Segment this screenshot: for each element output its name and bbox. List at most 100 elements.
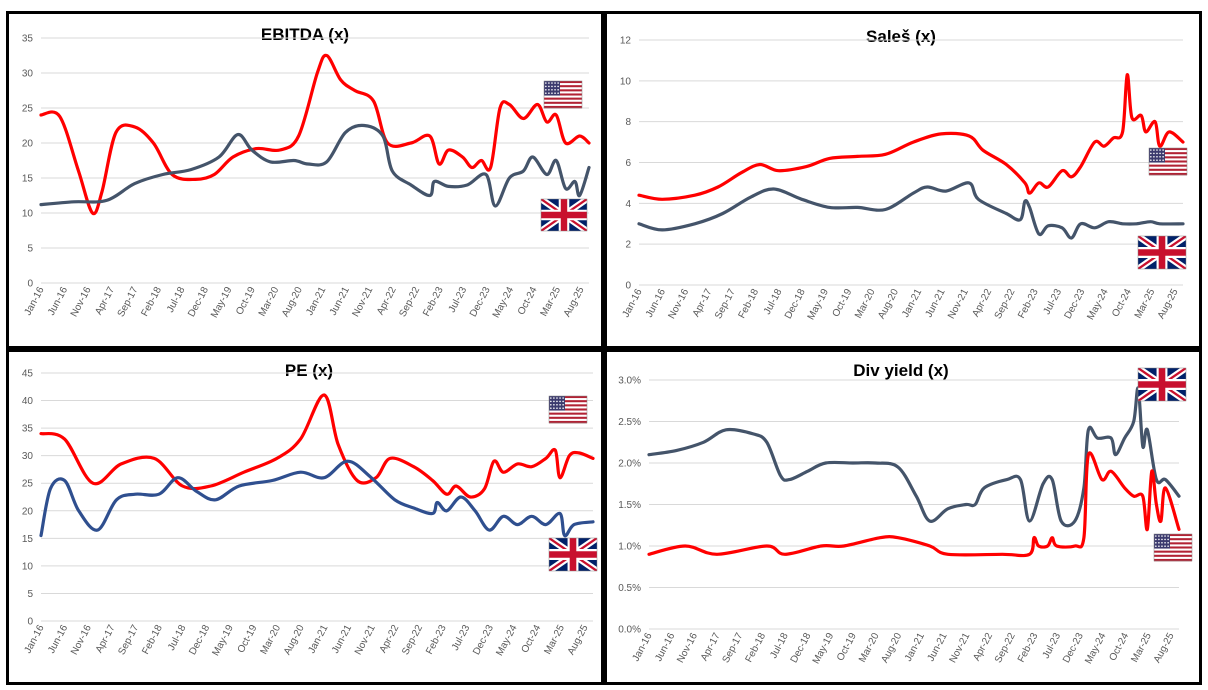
flag-stripe [1154,548,1192,551]
x-tick-label: Jul-23 [1042,287,1065,317]
flag-star [1156,152,1158,155]
flag-star [1161,541,1163,544]
x-tick-label: Dec-18 [789,631,814,665]
x-tick-label: Jul-18 [762,287,785,317]
x-tick-label: Nov-16 [69,623,94,657]
flag-stripe [544,91,582,94]
div-yield-chart-panel: Div yield (x) 0.0% 0.5% 1.0% 1.5% 2.0% 2.5% 3.… [604,349,1202,685]
flag-stripe [1149,160,1187,163]
x-tick-label: Nov-21 [353,623,378,657]
x-tick-label: Feb-18 [737,287,762,321]
x-tick-label: Feb-18 [139,285,164,319]
flag-star [545,85,547,88]
us-flag-icon [548,395,588,424]
flag-star [559,397,561,399]
x-tick-label: Dec-23 [1063,287,1088,321]
x-tick-label: Jan-21 [304,285,328,318]
flag-stripe [544,87,582,90]
flag-star [557,82,559,84]
y-tick-label: 1.0% [618,542,641,553]
x-tick-label: Jun-21 [330,623,354,656]
flag-star [556,397,558,399]
flag-star [1162,155,1164,158]
flag-star [556,407,558,409]
x-tick-label: Dec-18 [187,623,212,657]
x-tick-label: Mar-20 [857,631,882,665]
flag-star [1158,541,1160,544]
flag-stripe [549,408,587,411]
x-tick-label: Nov-21 [948,631,973,665]
x-tick-label: Nov-16 [666,287,691,321]
y-tick-label: 15 [22,174,34,185]
flag-star [1153,159,1155,161]
y-tick-label: 6 [625,158,631,169]
uk-flag-icon [1137,367,1187,402]
y-tick-label: 25 [22,479,34,490]
x-tick-label: May-24 [1085,287,1111,322]
flag-star [1150,149,1152,151]
series-line-1 [647,451,1181,558]
series-line-1 [39,459,595,538]
flag-star [550,407,552,409]
x-tick-label: Jun-21 [924,287,948,320]
x-tick-label: Jul-18 [768,631,791,661]
flag-border [1148,147,1188,176]
flag-stripe [1149,154,1187,157]
series-line-1 [637,181,1185,240]
flag-stripe [549,420,587,424]
flag-canton [1154,534,1170,549]
flag-star [1162,152,1164,155]
div-yield-chart: Div yield (x) 0.0% 0.5% 1.0% 1.5% 2.0% 2.5% 3.… [618,361,1193,666]
y-tick-label: 20 [22,506,34,517]
flag-star [1159,152,1161,155]
flag-star [562,400,564,403]
x-tick-label: Nov-16 [69,285,94,319]
flag-star [550,397,552,399]
flag-star [548,88,550,91]
flag-star [553,400,555,403]
flag-star [556,400,558,403]
flag-star [1156,155,1158,158]
sales-chart-panel: Saleš (x) 0 2 4 6 8 10 12 Jan-16 Jun-16 Nov-16 Apr… [604,11,1202,349]
flag-stripe [1149,172,1187,176]
flag-stripe [544,83,582,86]
flag-cross-red [1138,368,1186,401]
flag-stripe [1154,552,1192,556]
y-tick-label: 15 [22,534,34,545]
x-tick-label: Sep-17 [721,631,746,665]
y-tick-label: 0 [27,617,33,628]
x-tick-label: Oct-19 [835,631,859,663]
y-tick-label: 45 [22,369,34,380]
chart-title: EBITDA (x) [261,25,349,44]
x-tick-label: Jan-21 [306,623,330,656]
flag-cross-red [549,538,597,571]
y-tick-label: 2.5% [618,417,641,428]
flag-stripe [549,418,587,422]
flag-star [553,397,555,399]
y-tick-label: 0.5% [618,583,641,594]
y-tick-label: 0 [625,281,631,292]
flag-star [1159,149,1161,151]
x-tick-label: Feb-23 [1016,631,1041,665]
x-tick-label: Oct-24 [1110,287,1134,319]
y-tick-label: 10 [22,561,34,572]
x-tick-label: Jul-18 [165,285,188,315]
flag-star [1164,538,1166,541]
x-tick-label: Nov-21 [350,285,375,319]
x-tick-label: Sep-22 [397,285,422,319]
x-tick-label: Feb-18 [744,631,769,665]
x-tick-label: Dec-23 [471,623,496,657]
flag-stripe [544,101,582,105]
flag-star [1150,159,1152,161]
x-tick-label: Jul-23 [1041,631,1064,661]
x-tick-label: May-24 [494,623,520,658]
flag-union-jack [1138,368,1186,401]
flag-star [545,88,547,91]
flag-stripe [549,414,587,418]
flag-star [1167,538,1169,541]
x-tick-label: Feb-23 [424,623,449,657]
flag-stripe [1154,558,1192,562]
x-tick-label: Aug-25 [562,285,587,319]
